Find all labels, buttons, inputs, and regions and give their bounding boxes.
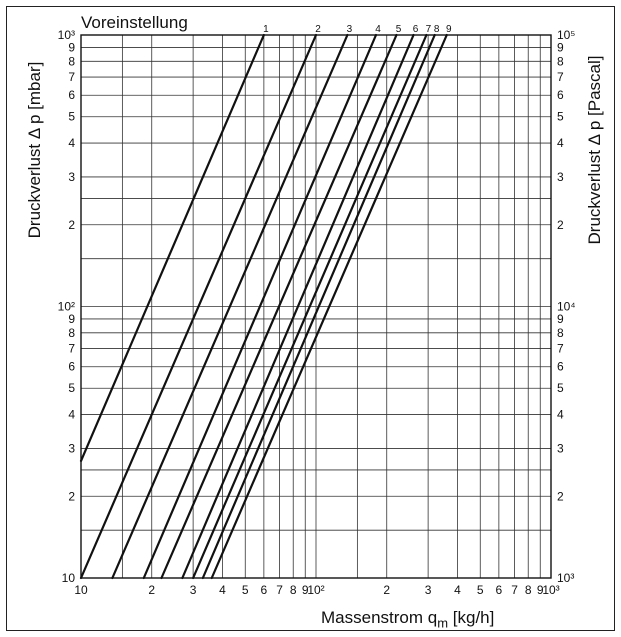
y-tick-label-right: 10⁵ <box>557 28 575 42</box>
x-axis-label-unit: [kg/h] <box>448 608 495 627</box>
x-tick-label: 10² <box>307 583 324 597</box>
y-tick-label-right: 4 <box>557 136 564 150</box>
y-tick-label-left: 8 <box>68 326 75 340</box>
y-tick-label-right: 4 <box>557 408 564 422</box>
series-label-6: 6 <box>413 24 419 35</box>
x-tick-label: 2 <box>148 583 155 597</box>
x-tick-label: 2 <box>383 583 390 597</box>
y-tick-label-left: 2 <box>68 489 75 503</box>
x-tick-label: 10 <box>74 583 88 597</box>
y-tick-label-right: 2 <box>557 218 564 232</box>
y-tick-label-right: 8 <box>557 54 564 68</box>
chart-frame <box>6 6 615 631</box>
series-label-5: 5 <box>396 24 402 35</box>
x-tick-label: 6 <box>496 583 503 597</box>
y-tick-label-left: 9 <box>68 40 75 54</box>
y-tick-label-left: 10³ <box>58 28 75 42</box>
y-tick-label-left: 2 <box>68 218 75 232</box>
x-tick-label: 8 <box>525 583 532 597</box>
x-axis-label-text: Massenstrom q <box>321 608 438 627</box>
y-tick-label-left: 9 <box>68 312 75 326</box>
series-label-7: 7 <box>426 24 432 35</box>
y-tick-label-left: 8 <box>68 54 75 68</box>
y-tick-label-right: 6 <box>557 88 564 102</box>
y-tick-label-left: 10 <box>62 571 76 585</box>
x-tick-label: 3 <box>425 583 432 597</box>
y-tick-label-right: 10⁴ <box>557 300 576 314</box>
y-tick-label-right: 3 <box>557 170 564 184</box>
chart-title: Voreinstellung <box>81 13 188 32</box>
y-tick-label-left: 7 <box>68 342 75 356</box>
x-tick-label: 8 <box>290 583 297 597</box>
y-tick-label-right: 8 <box>557 326 564 340</box>
series-line-7 <box>192 33 428 580</box>
y-tick-label-left: 4 <box>68 408 75 422</box>
y-tick-label-left: 6 <box>68 360 75 374</box>
y-axis-label-right: Druckverlust Δ p [Pascal] <box>585 55 604 245</box>
x-tick-label: 5 <box>477 583 484 597</box>
y-tick-label-left: 7 <box>68 70 75 84</box>
series-label-3: 3 <box>347 24 353 35</box>
x-tick-label: 3 <box>190 583 197 597</box>
series-label-4: 4 <box>375 24 381 35</box>
y-tick-label-left: 10² <box>58 300 75 314</box>
y-tick-label-right: 7 <box>557 70 564 84</box>
series-line-2 <box>79 33 318 580</box>
series-line-1 <box>79 33 265 462</box>
y-tick-label-left: 3 <box>68 441 75 455</box>
series-line-6 <box>181 33 415 580</box>
series-label-1: 1 <box>263 24 269 35</box>
y-tick-label-left: 3 <box>68 170 75 184</box>
y-tick-label-left: 5 <box>68 110 75 124</box>
series-line-4 <box>142 33 378 580</box>
y-tick-label-right: 3 <box>557 441 564 455</box>
x-tick-label: 5 <box>242 583 249 597</box>
x-tick-label: 9 <box>537 583 544 597</box>
x-tick-label: 9 <box>302 583 309 597</box>
y-axis-label-left: Druckverlust Δ p [mbar] <box>25 61 44 239</box>
y-tick-label-right: 10³ <box>557 571 574 585</box>
y-tick-label-right: 9 <box>557 312 564 326</box>
x-tick-label: 7 <box>276 583 283 597</box>
y-tick-label-left: 5 <box>68 381 75 395</box>
series-line-9 <box>210 33 448 580</box>
y-tick-label-left: 4 <box>68 136 75 150</box>
y-tick-label-right: 6 <box>557 360 564 374</box>
y-tick-label-left: 6 <box>68 88 75 102</box>
series-line-3 <box>111 33 349 580</box>
x-tick-label: 7 <box>511 583 518 597</box>
y-tick-label-right: 2 <box>557 489 564 503</box>
x-tick-label: 10³ <box>542 583 559 597</box>
y-tick-label-right: 9 <box>557 40 564 54</box>
x-tick-label: 4 <box>454 583 461 597</box>
y-tick-label-right: 5 <box>557 381 564 395</box>
y-tick-label-right: 5 <box>557 110 564 124</box>
series-label-9: 9 <box>446 24 452 35</box>
x-axis-label: Massenstrom qm [kg/h] <box>321 608 494 630</box>
series-line-8 <box>201 33 436 580</box>
y-tick-label-right: 7 <box>557 342 564 356</box>
series-line-5 <box>160 33 398 580</box>
x-axis-label-subscript: m <box>437 615 449 631</box>
x-tick-label: 6 <box>261 583 268 597</box>
x-tick-label: 4 <box>219 583 226 597</box>
series-label-2: 2 <box>315 24 321 35</box>
series-label-8: 8 <box>434 24 440 35</box>
